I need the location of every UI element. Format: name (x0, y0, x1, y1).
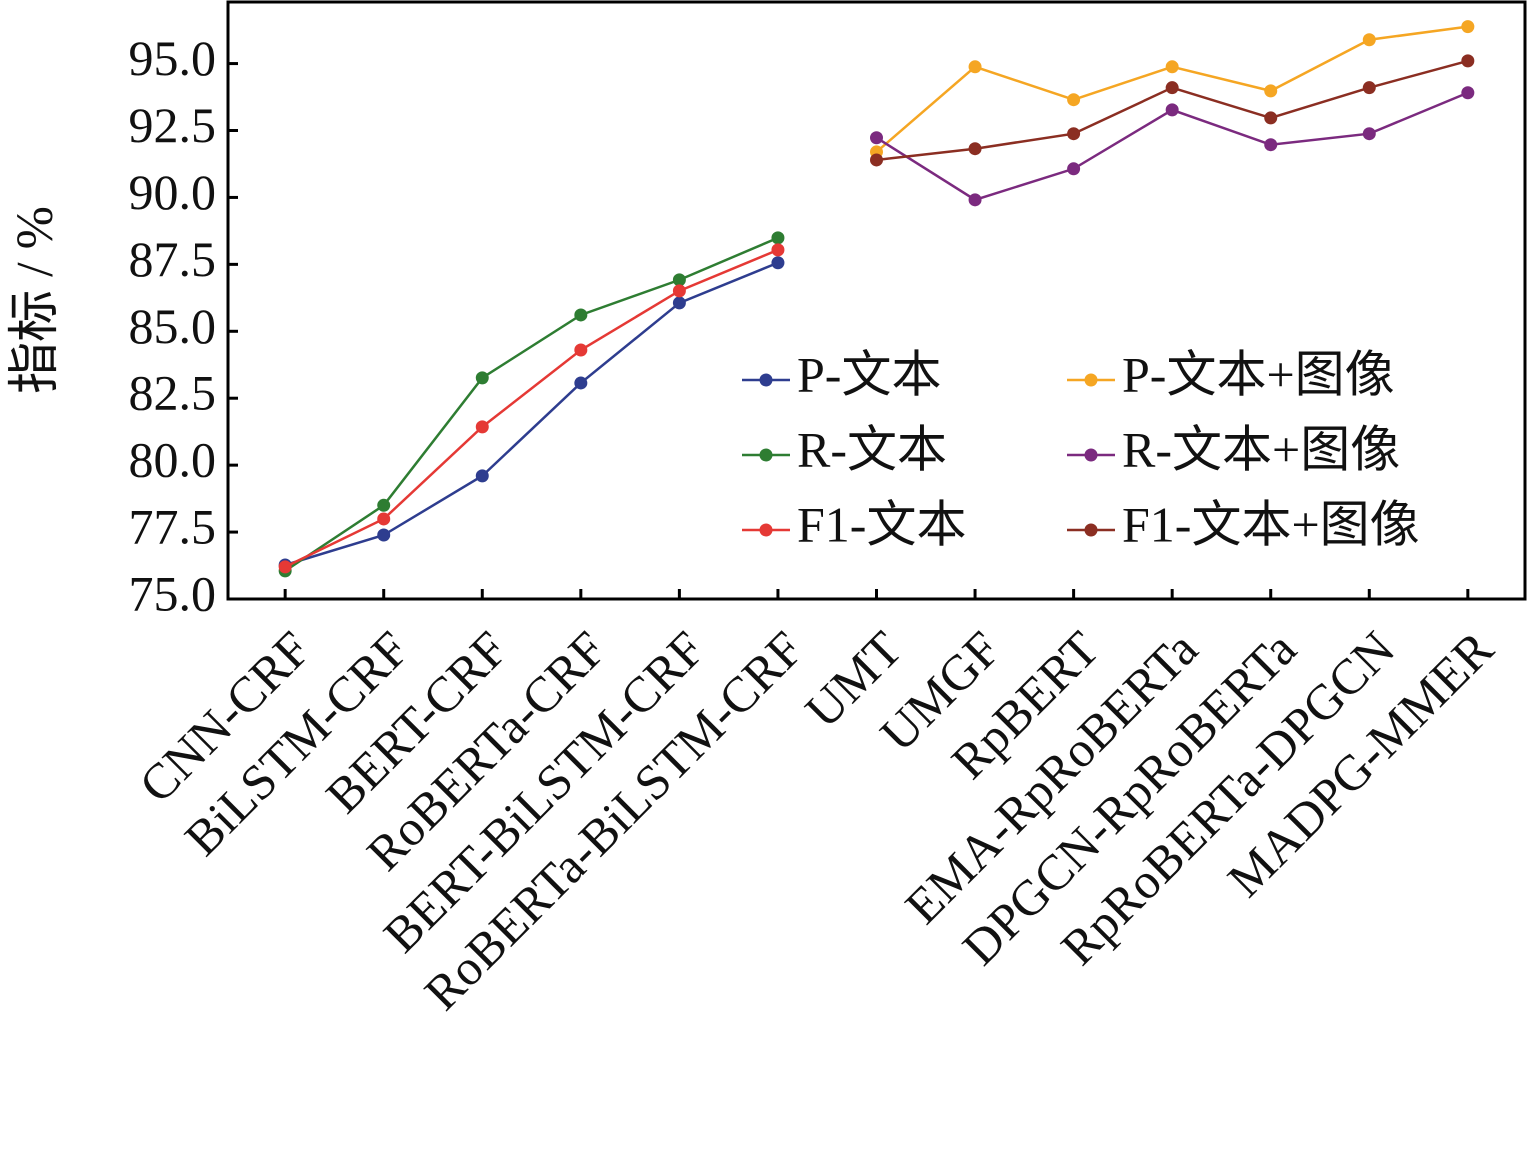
legend-label: P-文本+图像 (1122, 346, 1395, 402)
data-point (672, 296, 686, 310)
data-point (870, 153, 883, 167)
data-point (870, 131, 883, 145)
y-tick-label: 75.0 (129, 565, 217, 621)
data-point (1362, 33, 1376, 47)
data-point (672, 273, 686, 287)
data-point (1461, 86, 1475, 100)
data-point (672, 284, 686, 298)
data-point (1461, 54, 1475, 68)
y-tick-label: 87.5 (129, 231, 217, 287)
y-tick-label: 85.0 (129, 298, 217, 354)
data-point (1165, 60, 1179, 74)
legend-marker (759, 523, 773, 537)
legend-marker (1084, 448, 1098, 462)
legend-label: F1-文本+图像 (1122, 496, 1420, 552)
data-point (377, 528, 391, 542)
y-tick-label: 82.5 (129, 365, 217, 421)
legend-label: P-文本 (797, 346, 941, 402)
legend-label: F1-文本 (797, 496, 966, 552)
data-point (1461, 20, 1475, 34)
data-point (1067, 127, 1081, 141)
legend-label: R-文本 (797, 421, 947, 477)
series-line (284, 236, 779, 572)
y-tick-label: 92.5 (129, 97, 217, 153)
y-axis-label: 指标 / % (7, 206, 64, 394)
data-point (475, 420, 489, 434)
y-tick-label: 90.0 (129, 164, 217, 220)
data-point (574, 343, 588, 357)
series-line (284, 261, 779, 567)
data-point (1165, 81, 1179, 95)
series-line (284, 248, 779, 568)
legend-label: R-文本+图像 (1122, 421, 1400, 477)
data-point (771, 243, 785, 257)
data-point (574, 308, 588, 322)
data-point (1264, 111, 1278, 125)
data-point (1362, 127, 1376, 141)
legend-marker (759, 373, 773, 387)
data-point (1362, 81, 1376, 95)
data-point (574, 376, 588, 390)
data-point (278, 560, 292, 574)
data-point (475, 371, 489, 385)
data-point (377, 498, 391, 512)
y-tick-label: 95.0 (129, 30, 217, 86)
data-point (475, 469, 489, 483)
legend-marker (1084, 523, 1098, 537)
data-point (771, 256, 785, 270)
data-point (771, 231, 785, 245)
data-point (1264, 138, 1278, 152)
data-point (968, 193, 982, 207)
y-tick-label: 80.0 (129, 432, 217, 488)
data-point (1067, 162, 1081, 176)
data-point (968, 142, 982, 156)
data-point (968, 60, 982, 74)
data-point (377, 512, 391, 526)
data-point (1165, 103, 1179, 117)
y-tick-label: 77.5 (129, 499, 217, 555)
data-point (1264, 84, 1278, 98)
data-point (1067, 93, 1081, 107)
legend-marker (759, 448, 773, 462)
legend-marker (1084, 373, 1098, 387)
